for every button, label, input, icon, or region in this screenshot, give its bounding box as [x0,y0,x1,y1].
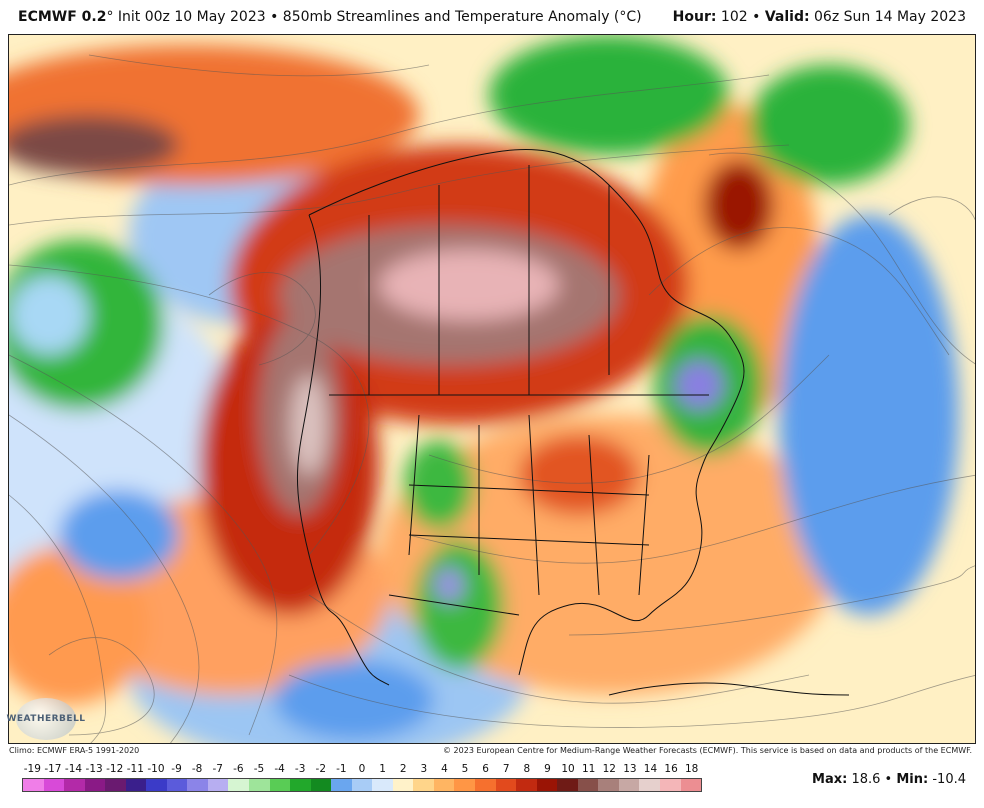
colorbar-swatch [495,779,517,791]
separator-bullet: • [884,772,893,787]
colorbar-swatch [680,779,702,791]
colorbar-tick-label: -12 [106,763,124,775]
colorbar-swatch [228,779,250,791]
colorbar-swatch [557,779,578,791]
hour-value: 102 [720,9,748,25]
colorbar-tick-label: 8 [523,763,531,775]
colorbar-tick-label: 3 [420,763,428,775]
valid-value: 06z Sun 14 May 2023 [814,9,966,25]
colorbar-swatch [433,779,455,791]
colorbar-swatch [454,779,476,791]
colorbar-swatch [43,779,65,791]
colorbar-swatch [125,779,147,791]
colorbar-tick-label: 13 [623,763,637,775]
colorbar-labels: -19 -17 -14 -13 -12 -11 -10 -9 -8 -7 -6 -5 -4 -3 -2 -1 0… [22,763,702,777]
colorbar-tick-label: 14 [643,763,658,775]
colorbar-tick-label: -1 [336,763,347,775]
colorbar-tick-label: 4 [441,763,448,775]
map-canvas [9,35,975,743]
colorbar-tick-label: -11 [126,763,144,775]
colorbar-tick-label: -19 [23,763,41,775]
east-and-gulf-coast [308,148,745,676]
colorbar-tick-label: 7 [502,763,510,775]
colorbar-swatch [659,779,681,791]
colorbar-swatch [146,779,167,791]
title-rest: ° Init 00z 10 May 2023 • 850mb Streamlin… [106,9,642,25]
min-label: Min: [896,772,929,787]
coastlines-and-borders [297,148,850,696]
colorbar-tick-label: -14 [64,763,83,775]
colorbar-swatch [351,779,373,791]
colorbar-tick-label: -8 [191,763,203,775]
max-min-readout: Max: 18.6 • Min: -10.4 [812,772,966,787]
colorbar-swatch [516,779,537,791]
colorbar-swatch [372,779,393,791]
colorbar-tick-label: -5 [253,763,265,775]
colorbar-tick-label: 18 [685,763,699,775]
west-coast [297,214,390,686]
colorbar-swatch [598,779,619,791]
valid-label: Valid: [764,9,810,25]
caribbean-islands [608,682,850,696]
province-borders [368,165,610,395]
forecast-time: Hour: 102 • Valid: 06z Sun 14 May 2023 [673,9,966,25]
colorbar-swatch [290,779,311,791]
colorbar-tick-label: 11 [581,763,596,775]
colorbar-swatch [413,779,434,791]
hour-label: Hour: [672,9,717,25]
us-mexico-border [388,594,520,616]
logo-text: WEATHERBELL [6,714,86,724]
colorbar [22,778,702,792]
max-value: 18.6 [851,772,881,787]
colorbar-swatch [84,779,106,791]
colorbar-swatch [249,779,270,791]
colorbar-tick-label: -9 [171,763,182,775]
colorbar-tick-label: 9 [544,763,551,775]
chart-title: ECMWF 0.2° Init 00z 10 May 2023 • 850mb … [18,9,642,25]
min-value: -10.4 [932,772,966,787]
colorbar-tick-label: 2 [399,763,407,775]
colorbar-swatch [166,779,188,791]
colorbar-swatch [392,779,414,791]
colorbar-tick-label: 5 [461,763,469,775]
colorbar-tick-label: -2 [315,763,327,775]
colorbar-tick-label: -13 [85,763,103,775]
model-name: ECMWF 0.2 [18,9,107,25]
colorbar-swatch [475,779,496,791]
colorbar-tick-label: 16 [664,763,678,775]
colorbar-tick-label: -6 [233,763,244,775]
temperature-anomaly-field [9,35,959,743]
colorbar-tick-label: -3 [294,763,306,775]
colorbar-swatch [577,779,599,791]
colorbar-swatch [23,779,44,791]
colorbar-tick-label: 6 [482,763,489,775]
colorbar-swatch [310,779,332,791]
colorbar-swatch [207,779,229,791]
colorbar-tick-label: -7 [212,763,223,775]
separator-bullet: • [752,9,761,25]
colorbar-swatch [269,779,291,791]
header-bar: ECMWF 0.2° Init 00z 10 May 2023 • 850mb … [0,0,984,34]
weather-map[interactable] [8,34,976,744]
colorbar-swatch [639,779,660,791]
colorbar-tick-label: -17 [44,763,62,775]
colorbar-swatch [331,779,352,791]
copyright-note: © 2023 European Centre for Medium-Range … [443,746,972,755]
colorbar-tick-label: 0 [358,763,366,775]
colorbar-swatch [64,779,85,791]
state-borders [408,414,650,596]
max-label: Max: [812,772,848,787]
colorbar-swatch [187,779,208,791]
climo-note: Climo: ECMWF ERA-5 1991-2020 [9,746,140,755]
colorbar-tick-label: 1 [379,763,386,775]
colorbar-tick-label: 12 [602,763,616,775]
weatherbell-logo: WEATHERBELL [6,698,85,740]
streamlines [9,54,975,743]
colorbar-tick-label: -4 [274,763,285,775]
colorbar-swatch [618,779,640,791]
colorbar-swatch [536,779,558,791]
colorbar-tick-label: -10 [147,763,165,775]
colorbar-tick-label: 10 [561,763,575,775]
colorbar-swatch [105,779,126,791]
